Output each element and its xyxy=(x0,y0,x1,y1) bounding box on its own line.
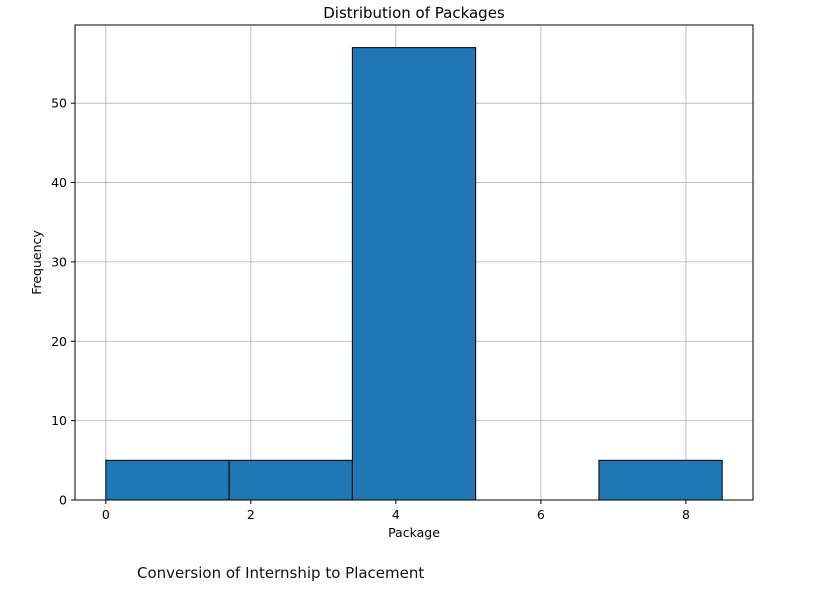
caption: Conversion of Internship to Placement xyxy=(137,564,425,582)
y-tick-label: 20 xyxy=(51,334,67,349)
histogram-bar xyxy=(598,459,723,501)
x-tick-label: 8 xyxy=(682,507,690,522)
histogram-bar xyxy=(105,459,230,501)
plot-frame xyxy=(74,24,754,501)
y-tick-label: 50 xyxy=(51,96,67,111)
y-axis-label: Frequency xyxy=(29,230,44,295)
y-tick-label: 0 xyxy=(59,493,67,508)
axis-ticks: 0 2 4 6 8 0 10 20 30 40 50 xyxy=(51,96,690,522)
chart-title: Distribution of Packages xyxy=(323,4,505,22)
x-tick-label: 2 xyxy=(247,507,255,522)
x-tick-label: 4 xyxy=(392,507,400,522)
histogram-bar xyxy=(351,47,477,501)
y-tick-label: 10 xyxy=(51,413,67,428)
x-tick-label: 6 xyxy=(537,507,545,522)
y-tick-label: 30 xyxy=(51,254,67,269)
y-tick-label: 40 xyxy=(51,175,67,190)
histogram-bars xyxy=(105,47,723,501)
histogram-bar xyxy=(228,459,353,501)
x-axis-label: Package xyxy=(388,525,440,540)
x-tick-label: 0 xyxy=(102,507,110,522)
